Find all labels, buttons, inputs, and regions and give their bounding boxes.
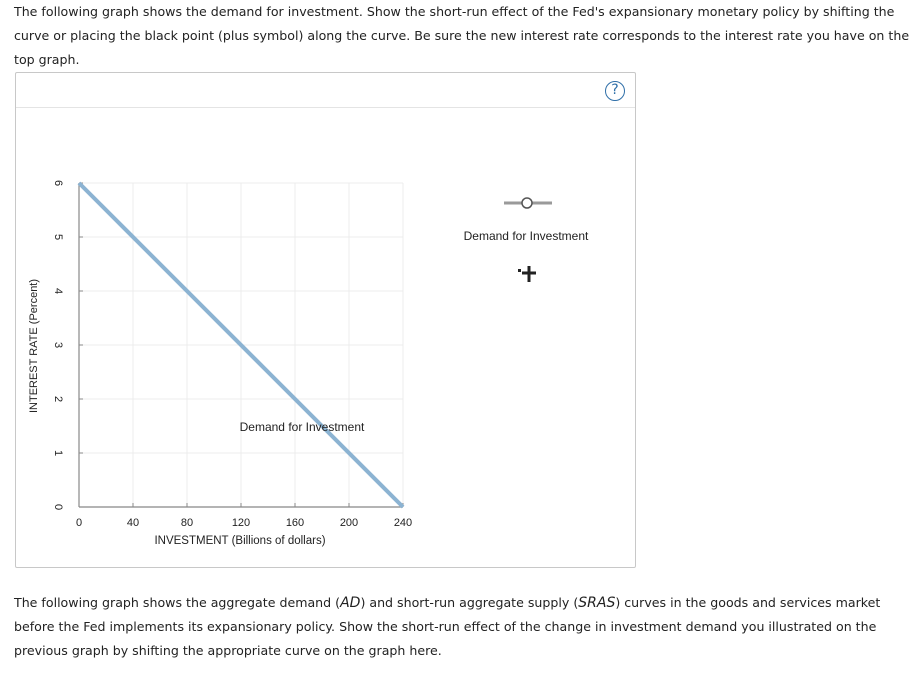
y-tick-label: 4	[52, 288, 64, 294]
help-button[interactable]: ?	[605, 81, 625, 101]
x-axis-label: INVESTMENT (Billions of dollars)	[154, 535, 325, 547]
y-tick-label: 5	[52, 234, 64, 240]
y-tick-label: 6	[52, 180, 64, 186]
sras-symbol: SRAS	[578, 595, 616, 611]
x-tick-label: 80	[181, 517, 193, 529]
ad-symbol: AD	[340, 595, 361, 611]
x-tick-label: 160	[286, 517, 304, 529]
y-tick-label: 1	[52, 450, 64, 456]
y-axis-label: INTEREST RATE (Percent)	[28, 279, 40, 413]
curve-tool-label: Demand for Investment	[463, 229, 589, 243]
instructions-top: The following graph shows the demand for…	[14, 4, 910, 67]
x-tick-label: 200	[340, 517, 358, 529]
instructions-bottom-part3: ) curves in the goods and services marke…	[14, 595, 881, 658]
ticks: 0 1 2 3 4 5 6 0 40 80 120 160 200 240	[52, 180, 412, 529]
y-tick-label: 2	[52, 396, 64, 402]
x-tick-label: 40	[127, 517, 139, 529]
y-tick-label: 3	[52, 342, 64, 348]
demand-for-investment-curve[interactable]	[77, 181, 405, 509]
plus-point-icon[interactable]	[518, 266, 536, 282]
instructions-bottom-part1: The following graph shows the aggregate …	[14, 595, 341, 610]
x-tick-label: 0	[76, 517, 82, 529]
investment-demand-graph[interactable]: 0 1 2 3 4 5 6 0 40 80 120 160 200 240 Demand for Inve…	[16, 73, 635, 567]
panel-toolbar: ?	[16, 73, 635, 108]
curve-label: Demand for Investment	[240, 420, 365, 434]
tool-palette: Demand for Investment	[456, 187, 596, 297]
curve-tool-icon[interactable]	[504, 197, 552, 209]
x-tick-label: 240	[394, 517, 412, 529]
curves: Demand for Investment	[77, 181, 405, 509]
instructions-bottom: The following graph shows the aggregate …	[14, 591, 918, 663]
graph-panel: ? 0 1 2 3 4 5 6 0 40 80 120 160 200 240 Demand for In…	[15, 72, 636, 568]
y-tick-label: 0	[52, 504, 64, 510]
x-tick-label: 120	[232, 517, 250, 529]
instructions-bottom-part2: ) and short-run aggregate supply (	[360, 595, 579, 610]
